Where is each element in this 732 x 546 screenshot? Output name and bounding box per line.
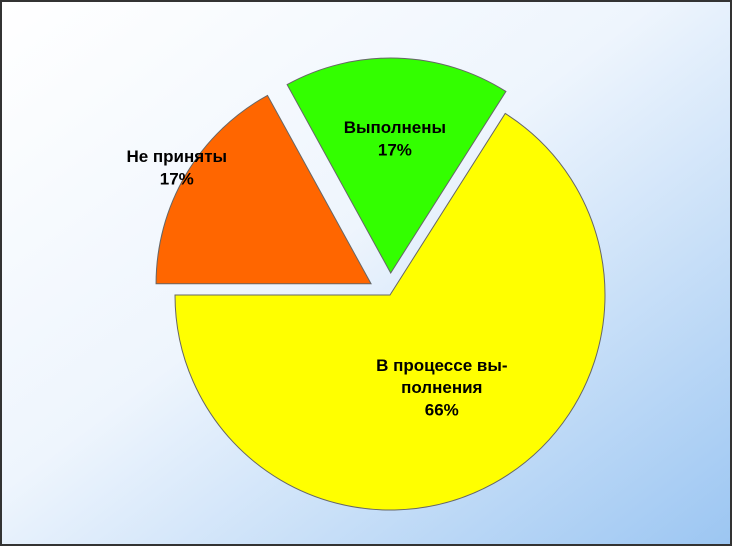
label-line: полнения bbox=[401, 379, 482, 398]
slice-label: В процессе вы-полнения bbox=[376, 357, 507, 398]
slice-label: Выполнены bbox=[344, 118, 446, 137]
value-label: 17% bbox=[160, 169, 194, 188]
label-line: Выполнены bbox=[344, 118, 446, 137]
pie-slice bbox=[155, 94, 372, 285]
pie-slice bbox=[286, 57, 507, 274]
value-label: 17% bbox=[378, 140, 412, 159]
pie-slice bbox=[174, 112, 606, 511]
label-line: В процессе вы- bbox=[376, 357, 507, 376]
label-line: Не приняты bbox=[126, 147, 227, 166]
value-label: 66% bbox=[425, 401, 459, 420]
slice-label: Не приняты bbox=[126, 147, 227, 166]
